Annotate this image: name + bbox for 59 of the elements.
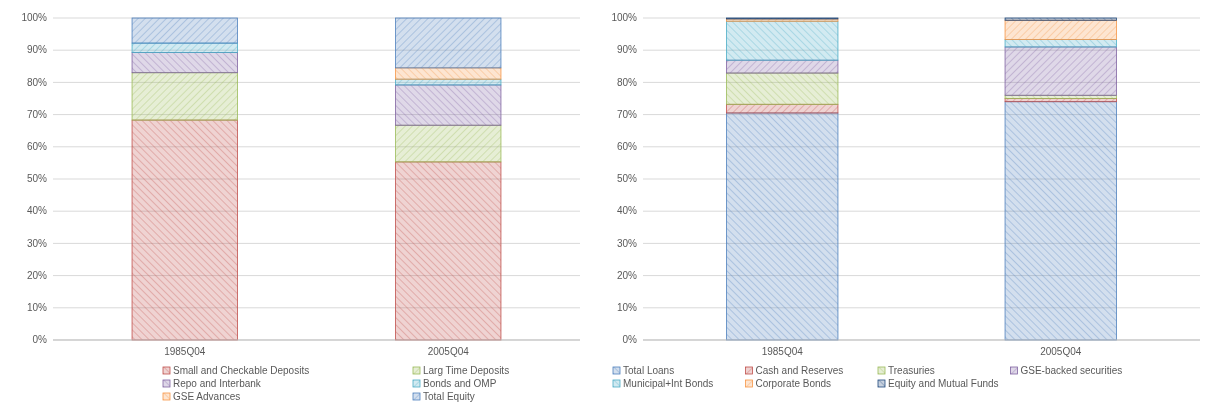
bar (131, 52, 238, 74)
y-tick-label: 70% (26, 108, 48, 120)
y-tick-label: 10% (616, 302, 638, 313)
x-tick-label: 2005Q04 (427, 346, 470, 357)
y-tick-label: 0% (32, 334, 48, 346)
y-tick-label: 50% (26, 173, 48, 185)
legend-label: Corporate Bonds (755, 378, 832, 389)
bar (726, 103, 839, 114)
bar (726, 59, 839, 74)
legend-label: Municipal+Int Bonds (623, 378, 714, 389)
bar (1004, 39, 1117, 48)
y-tick-label: 0% (622, 334, 638, 346)
y-tick-label: 20% (616, 269, 638, 281)
bar (395, 124, 502, 163)
y-tick-label: 30% (616, 237, 638, 249)
y-tick-label: 20% (26, 269, 48, 281)
y-tick-label: 100% (21, 12, 48, 24)
y-tick-label: 40% (616, 205, 638, 217)
bar (395, 161, 502, 341)
legend-label: Total Equity (423, 391, 475, 402)
legend-label: Equity and Mutual Funds (888, 378, 999, 389)
bar (1004, 101, 1117, 341)
y-tick-label: 60% (26, 141, 48, 152)
legend-label: Treasuries (888, 365, 935, 376)
bar (1004, 17, 1117, 21)
legend-label: Small and Checkable Deposits (173, 365, 310, 376)
bar (131, 72, 238, 121)
legend-label: GSE-backed securities (1020, 365, 1123, 376)
bar (395, 67, 502, 80)
bar (726, 72, 839, 105)
legend-label: Bonds and OMP (423, 378, 497, 389)
x-tick-label: 2005Q04 (1040, 346, 1082, 357)
y-tick-label: 80% (616, 76, 638, 88)
legend-label: GSE Advances (173, 391, 241, 402)
bar (131, 17, 238, 44)
legend-label: Larg Time Deposits (423, 365, 510, 376)
y-tick-label: 90% (26, 44, 48, 56)
bar (1004, 46, 1117, 96)
bar (726, 112, 839, 341)
y-tick-label: 30% (26, 237, 48, 249)
y-tick-label: 100% (611, 12, 638, 24)
y-tick-label: 80% (26, 76, 48, 88)
y-tick-label: 40% (26, 205, 48, 217)
legend-label: Total Loans (623, 365, 675, 376)
bar (395, 17, 502, 69)
legend-label: Repo and Interbank (173, 378, 262, 389)
bar (395, 84, 502, 126)
bar (395, 78, 502, 86)
y-tick-label: 50% (616, 173, 638, 185)
y-tick-label: 70% (616, 108, 638, 120)
bar (1004, 19, 1117, 40)
y-tick-label: 60% (616, 141, 638, 152)
y-tick-label: 90% (616, 44, 638, 56)
x-tick-label: 1985Q04 (164, 346, 206, 357)
legend-label: Cash and Reserves (755, 365, 844, 376)
bar (726, 20, 839, 61)
bar (131, 119, 238, 341)
y-tick-label: 10% (26, 302, 48, 313)
x-tick-label: 1985Q04 (761, 346, 804, 357)
